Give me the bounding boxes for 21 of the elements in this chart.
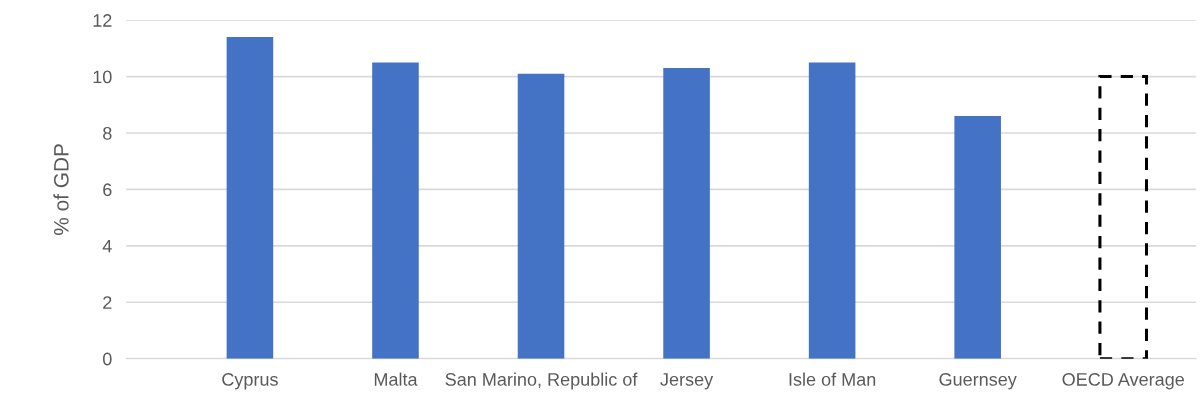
bar: [663, 68, 710, 359]
y-tick-label: 6: [103, 183, 112, 197]
x-tick-label: Jersey: [660, 373, 714, 390]
x-tick-label: Malta: [374, 372, 418, 386]
bar: [226, 37, 274, 359]
y-tick-label: 10: [93, 70, 112, 84]
bar: [954, 116, 1001, 359]
bar: [372, 62, 419, 359]
bar: [808, 62, 856, 359]
y-tick-label: 4: [102, 239, 112, 253]
y-tick-label: 2: [103, 296, 112, 309]
x-tick-label: Isle of Man: [789, 372, 876, 386]
bar: [517, 73, 565, 359]
x-tick-label: Cyprus: [222, 373, 278, 390]
y-tick-label: 8: [103, 126, 112, 140]
y-tick-label: 12: [93, 14, 112, 27]
y-axis-title: % of GDP: [53, 144, 69, 235]
y-tick-label: 0: [102, 352, 112, 366]
x-tick-label: OECD Average: [1062, 373, 1184, 390]
x-tick-label: Guernsey: [939, 373, 1017, 390]
x-tick-label: San Marino, Republic of: [445, 372, 638, 390]
